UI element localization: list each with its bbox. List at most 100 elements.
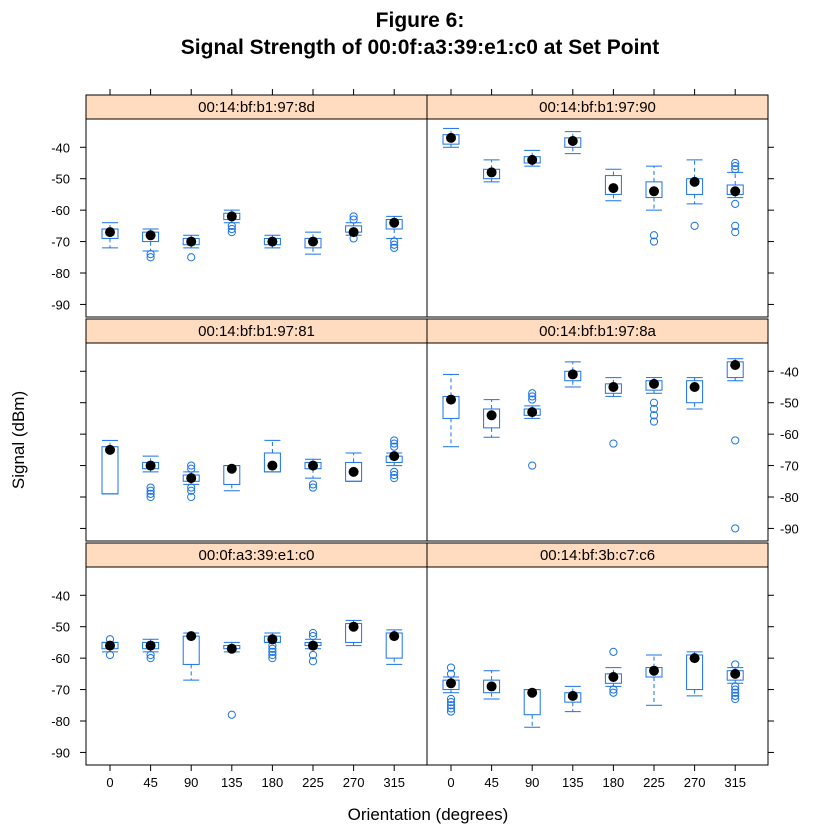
median-dot [186,236,197,247]
median-dot [527,687,538,698]
panel-strip [85,94,428,120]
x-tick-label: 270 [343,775,365,790]
outlier-point [390,439,399,448]
median-dot [608,183,619,194]
x-tick-label: 225 [302,775,324,790]
median-dot [348,466,359,477]
outlier-point [731,162,740,171]
y-axis-label: Signal (dBm) [9,391,28,489]
box [142,638,160,663]
panel-strip [426,94,769,120]
outlier-point [528,395,537,404]
outlier-point [731,199,740,208]
y-tick-label: -90 [51,745,70,760]
x-tick-label: 315 [383,775,405,790]
panel-frame [85,342,428,542]
median-dot [730,186,741,197]
box [263,632,281,663]
outlier-point [528,461,537,470]
x-tick-label: 0 [447,775,454,790]
outlier-point [390,240,399,249]
box [686,651,704,697]
box [223,209,241,237]
box [483,399,501,438]
panel-strip [85,542,428,568]
box [101,222,119,249]
box-iqr [483,408,501,429]
outlier-point [446,704,456,713]
outlier-point [146,650,155,660]
median-dot [267,460,278,471]
median-dot [730,668,741,679]
box [304,628,322,666]
outlier-point [268,644,277,653]
outlier-point [446,669,456,678]
panel-strip-label: 00:14:bf:b1:97:8a [539,323,656,340]
y-tick-label: -60 [51,651,70,666]
outlier-point [446,694,456,704]
median-dot [608,382,619,392]
median-dot [446,132,456,143]
box [726,158,744,237]
chart-title-line-2: Signal Strength of 00:0f:a3:39:e1:c0 at … [181,36,659,59]
box [483,159,501,183]
outlier-point [227,710,236,719]
median-dot [567,369,578,380]
outlier-point [390,467,399,476]
box [483,670,501,700]
outlier-point [446,663,456,672]
median-dot [389,217,400,228]
outlier-point [649,417,659,426]
box [101,439,119,495]
median-dot [689,176,700,187]
median-dot [105,227,115,238]
box [726,358,744,533]
median-dot [446,678,456,689]
outlier-point [227,228,236,237]
box [345,212,363,243]
outlier-point [390,237,399,246]
outlier-point [268,647,277,656]
outlier-point [731,682,740,691]
box-iqr [604,175,622,195]
box-iqr [645,181,663,199]
box [263,439,281,473]
y-tick-label: -60 [51,203,70,218]
outlier-point [146,492,155,502]
y-tick-label: -80 [51,266,70,281]
outlier-point [649,404,659,414]
outlier-point [649,411,659,420]
median-dot [389,631,400,642]
outlier-point [187,461,196,470]
median-dot [567,136,578,146]
median-dot [145,640,156,651]
outlier-point [390,436,399,445]
outlier-point [268,650,277,660]
outlier-point [609,685,618,694]
median-dot [486,410,497,421]
median-dot [348,227,359,238]
x-tick-label: 45 [143,775,157,790]
box [182,461,200,502]
panel-frame [426,342,769,542]
median-dot [226,643,237,654]
outlier-point [349,212,358,221]
outlier-point [187,492,196,502]
median-dot [689,382,700,392]
outlier-point [649,237,659,246]
outlier-point [446,707,456,716]
box [442,127,460,148]
box [142,455,160,502]
box [604,168,622,202]
y-tick-label: -40 [51,140,70,155]
panel-strip-label: 00:14:bf:3b:c7:c6 [540,547,655,564]
median-dot [527,154,538,165]
outlier-point [308,480,318,489]
outlier-point [146,250,155,259]
median-dot [486,681,497,692]
x-tick-label: 315 [724,775,746,790]
chart-title-line-1: Figure 6: [376,9,465,32]
outlier-point [446,701,456,710]
outlier-point [308,483,318,492]
